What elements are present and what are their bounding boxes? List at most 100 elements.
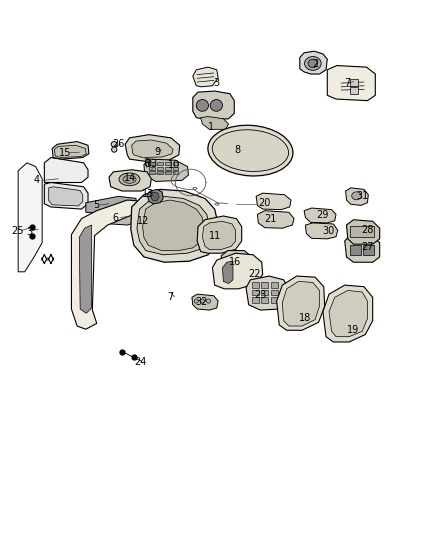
Text: 15: 15 (59, 148, 71, 158)
Bar (157, 166, 162, 169)
Polygon shape (192, 294, 218, 310)
Text: 13: 13 (142, 189, 154, 199)
Text: 7: 7 (344, 78, 350, 88)
Polygon shape (327, 66, 375, 101)
Bar (271, 282, 278, 288)
Bar (149, 171, 155, 174)
Bar (261, 290, 268, 295)
Bar (165, 171, 170, 174)
Bar (271, 297, 278, 303)
Text: 10: 10 (168, 160, 180, 171)
Text: 22: 22 (248, 270, 261, 279)
Text: 2: 2 (312, 59, 318, 69)
Polygon shape (109, 169, 151, 191)
Bar (363, 245, 374, 255)
Polygon shape (150, 192, 159, 201)
Polygon shape (223, 261, 233, 284)
Polygon shape (212, 253, 263, 289)
Polygon shape (44, 182, 88, 209)
Text: 4: 4 (33, 175, 39, 185)
Bar (165, 163, 170, 165)
Polygon shape (71, 200, 149, 329)
Bar (350, 245, 361, 255)
Bar (350, 87, 358, 94)
Bar (350, 225, 374, 237)
Ellipse shape (194, 299, 198, 303)
Polygon shape (143, 200, 204, 251)
Ellipse shape (111, 142, 117, 147)
Bar (157, 163, 162, 165)
Ellipse shape (206, 299, 211, 303)
Polygon shape (147, 189, 163, 204)
Polygon shape (131, 189, 218, 262)
Text: 21: 21 (264, 214, 277, 224)
Text: 8: 8 (234, 144, 240, 155)
Text: 33: 33 (146, 159, 158, 169)
Polygon shape (221, 251, 252, 274)
Polygon shape (52, 142, 89, 159)
Text: 29: 29 (317, 211, 329, 221)
Text: 27: 27 (362, 243, 374, 252)
Polygon shape (86, 196, 136, 214)
Text: 6: 6 (112, 213, 118, 223)
Bar (173, 166, 178, 169)
Bar (157, 171, 162, 174)
Polygon shape (125, 135, 180, 161)
Polygon shape (18, 163, 42, 272)
Bar (252, 282, 259, 288)
Text: 16: 16 (229, 257, 241, 267)
Ellipse shape (210, 100, 223, 111)
Polygon shape (197, 216, 242, 253)
Ellipse shape (119, 173, 140, 185)
Text: 5: 5 (93, 200, 99, 211)
Ellipse shape (208, 125, 293, 176)
Polygon shape (144, 159, 188, 181)
Bar (149, 163, 155, 165)
Bar (173, 163, 178, 165)
Bar (252, 290, 259, 295)
Text: 14: 14 (124, 173, 136, 183)
Bar (261, 282, 268, 288)
Ellipse shape (308, 59, 318, 68)
Text: 26: 26 (113, 139, 125, 149)
Polygon shape (258, 211, 294, 228)
Polygon shape (49, 187, 83, 206)
Text: 19: 19 (347, 325, 360, 335)
Text: 24: 24 (134, 357, 147, 367)
Text: 18: 18 (299, 313, 311, 323)
Polygon shape (323, 285, 373, 342)
Polygon shape (96, 208, 144, 225)
Text: 23: 23 (255, 290, 267, 300)
Polygon shape (329, 290, 367, 337)
Text: 25: 25 (11, 227, 24, 237)
Bar (350, 79, 358, 86)
Text: 3: 3 (213, 78, 219, 87)
Bar (149, 166, 155, 169)
Polygon shape (346, 220, 380, 244)
Ellipse shape (112, 147, 117, 152)
Text: 7: 7 (167, 292, 173, 302)
Polygon shape (346, 188, 368, 205)
Text: 3: 3 (26, 228, 32, 238)
Polygon shape (202, 221, 236, 249)
Text: 12: 12 (137, 216, 149, 227)
Bar (237, 257, 245, 266)
Text: 30: 30 (322, 227, 335, 237)
Polygon shape (54, 146, 86, 158)
Text: 28: 28 (362, 225, 374, 236)
Bar (173, 171, 178, 174)
Polygon shape (193, 67, 218, 87)
Text: 11: 11 (208, 231, 221, 241)
Text: 1: 1 (208, 122, 214, 132)
Polygon shape (132, 140, 173, 158)
Bar (226, 257, 234, 266)
Text: 20: 20 (258, 198, 271, 208)
Ellipse shape (212, 130, 289, 172)
Polygon shape (79, 225, 92, 313)
Polygon shape (304, 208, 336, 223)
Polygon shape (137, 196, 209, 255)
Polygon shape (300, 51, 327, 74)
Text: 9: 9 (154, 147, 160, 157)
Polygon shape (277, 276, 325, 330)
Ellipse shape (352, 192, 361, 200)
